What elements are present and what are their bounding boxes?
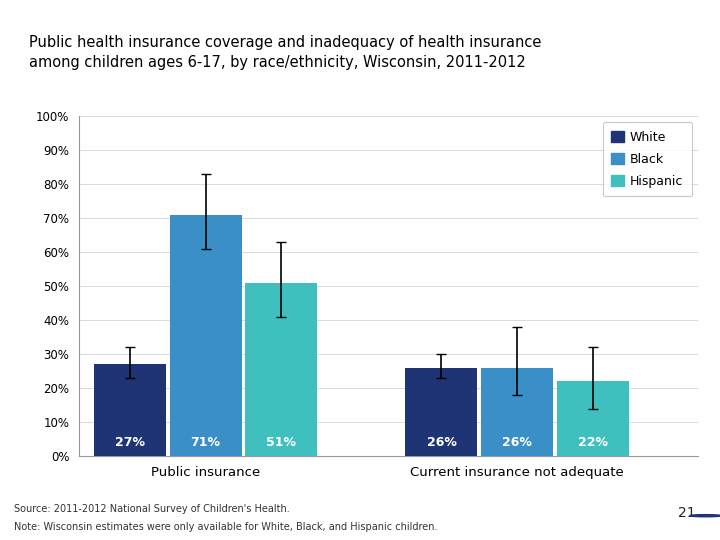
Text: 71%: 71% xyxy=(191,436,220,449)
Text: 21: 21 xyxy=(678,507,696,520)
Text: Public health insurance coverage and inadequacy of health insurance
among childr: Public health insurance coverage and ina… xyxy=(29,35,541,70)
Text: 27%: 27% xyxy=(114,436,145,449)
Text: Source: 2011-2012 National Survey of Children's Health.: Source: 2011-2012 National Survey of Chi… xyxy=(14,503,290,514)
Text: 51%: 51% xyxy=(266,436,297,449)
Text: Access to health care: Access to health care xyxy=(534,10,711,25)
Bar xyxy=(405,368,477,456)
Bar xyxy=(481,368,553,456)
Text: 22%: 22% xyxy=(578,436,608,449)
Text: 26%: 26% xyxy=(503,436,532,449)
Circle shape xyxy=(690,515,720,517)
Text: BLACK POPULATION: BLACK POPULATION xyxy=(9,10,174,25)
Legend: White, Black, Hispanic: White, Black, Hispanic xyxy=(603,123,692,197)
Text: 26%: 26% xyxy=(426,436,456,449)
Bar xyxy=(557,381,629,456)
Text: Note: Wisconsin estimates were only available for White, Black, and Hispanic chi: Note: Wisconsin estimates were only avai… xyxy=(14,522,438,531)
Bar xyxy=(169,215,242,456)
Bar xyxy=(246,283,318,456)
Bar xyxy=(94,364,166,456)
